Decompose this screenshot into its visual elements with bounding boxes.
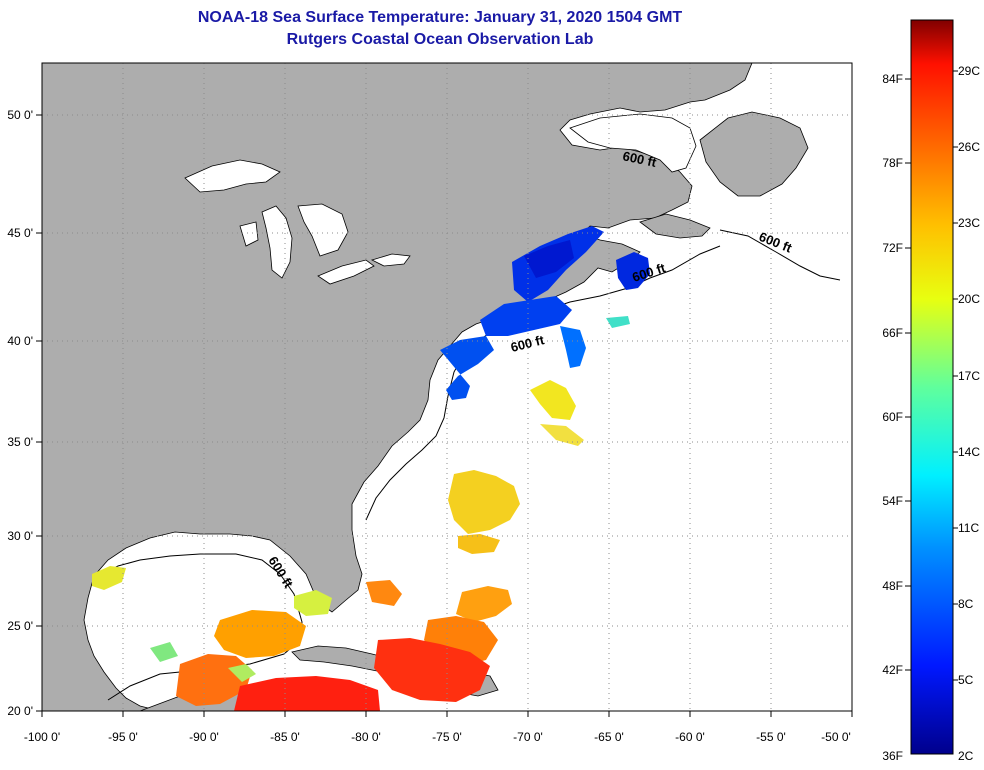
colorbar-c-label: 29C [958,64,980,78]
lon-tick-label: -90 0' [189,730,219,744]
map-subtitle: Rutgers Coastal Ocean Observation Lab [286,31,594,48]
lake-huron [297,203,349,257]
lat-tick-label: 45 0' [7,226,33,240]
colorbar-f-label: 54F [882,494,903,508]
colorbar-c-label: 2C [958,749,974,763]
colorbar-f-label: 60F [882,410,903,424]
lon-tick-label: -100 0' [24,730,60,744]
lat-tick-label: 30 0' [7,529,33,543]
lon-tick-label: -55 0' [756,730,786,744]
colorbar-c-label: 5C [958,673,974,687]
gulf-of-st-lawrence [569,113,697,173]
colorbar-c-label: 14C [958,445,980,459]
colorbar-f-label: 42F [882,663,903,677]
colorbar-c-label: 8C [958,597,974,611]
colorbar-f-label: 78F [882,156,903,170]
colorbar-f-label: 72F [882,241,903,255]
lon-tick-label: -60 0' [675,730,705,744]
lon-tick-label: -95 0' [108,730,138,744]
colorbar [910,19,954,755]
lat-tick-label: 35 0' [7,435,33,449]
lake-superior [184,159,281,193]
colorbar-c-label: 17C [958,369,980,383]
contour-line-north [719,229,841,281]
lon-tick-label: -65 0' [594,730,624,744]
lon-tick-label: -70 0' [513,730,543,744]
hudson-lake-region [239,221,259,247]
colorbar-c-label: 11C [958,521,979,535]
lon-tick-label: -75 0' [432,730,462,744]
lat-tick-label: 25 0' [7,619,33,633]
colorbar-f-label: 66F [882,326,903,340]
contour-label: 600 ft [621,148,658,170]
colorbar-c-label: 20C [958,292,980,306]
lat-tick-label: 50 0' [7,108,33,122]
land-newfoundland [699,111,809,197]
land-north-america [42,63,753,711]
sst-patches [92,226,650,711]
lake-ontario [370,253,411,267]
colorbar-c-label: 23C [958,216,980,230]
colorbar-f-label: 36F [882,749,903,763]
colorbar-c-label: 26C [958,140,980,154]
map-title: NOAA-18 Sea Surface Temperature: January… [197,9,683,26]
lat-tick-label: 40 0' [7,334,33,348]
land-nova-scotia [639,213,711,239]
lake-erie [317,259,375,285]
colorbar-f-label: 48F [882,579,903,593]
lon-tick-label: -50 0' [821,730,851,744]
colorbar-f-label: 84F [882,72,903,86]
lon-tick-label: -85 0' [270,730,300,744]
lon-tick-label: -80 0' [351,730,381,744]
lat-tick-label: 20 0' [7,704,33,718]
